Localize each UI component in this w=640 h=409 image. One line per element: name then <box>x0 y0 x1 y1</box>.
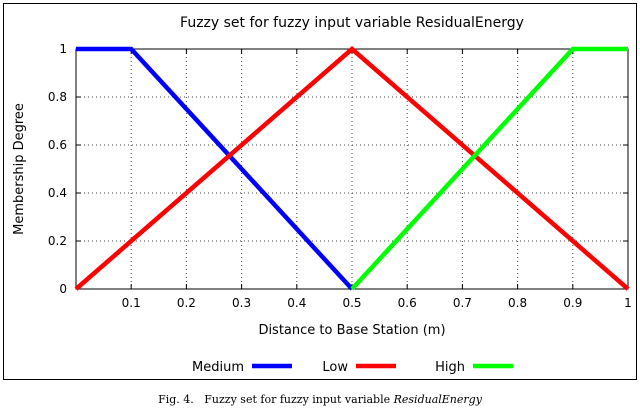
x-tick-label: 1 <box>624 296 632 310</box>
y-tick-label: 1 <box>59 42 67 56</box>
figure-frame <box>3 3 637 380</box>
y-axis-label: Membership Degree <box>12 103 27 235</box>
y-tick-label: 0.4 <box>48 186 67 200</box>
x-tick-label: 0.7 <box>453 296 472 310</box>
caption-variable: ResidualEnergy <box>393 393 482 406</box>
x-axis-label: Distance to Base Station (m) <box>258 323 445 338</box>
series-lines <box>74 46 630 291</box>
x-tick-label: 0.9 <box>563 296 582 310</box>
y-tick-label: 0.8 <box>48 90 67 104</box>
x-tick-label: 0.5 <box>342 296 361 310</box>
y-tick-label: 0.2 <box>48 234 67 248</box>
series-line-low <box>74 46 630 291</box>
chart: Fuzzy set for fuzzy input variable Resid… <box>12 15 632 375</box>
x-tick-label: 0.4 <box>287 296 306 310</box>
legend-label-high: High <box>435 360 465 375</box>
y-tick-label: 0 <box>59 282 67 296</box>
y-tick-label: 0.6 <box>48 138 67 152</box>
x-tick-label: 0.6 <box>398 296 417 310</box>
axis-ticks: 0.1 0.2 0.3 0.4 0.5 0.6 0.7 0.8 0.9 1 0 0.2 0.4 0.6 0.… <box>48 42 632 310</box>
caption-prefix: Fig. 4. <box>158 393 194 406</box>
x-tick-label: 0.1 <box>122 296 141 310</box>
legend: Medium Low High <box>192 360 513 375</box>
legend-label-medium: Medium <box>192 360 244 375</box>
grid <box>76 49 628 289</box>
series-line-medium <box>76 46 354 291</box>
x-tick-label: 0.3 <box>232 296 251 310</box>
caption-text: Fuzzy set for fuzzy input variable <box>204 393 391 406</box>
x-tick-label: 0.2 <box>177 296 196 310</box>
x-tick-label: 0.8 <box>508 296 527 310</box>
series-line-high <box>350 46 628 291</box>
legend-label-low: Low <box>322 360 348 375</box>
chart-title: Fuzzy set for fuzzy input variable Resid… <box>180 15 524 31</box>
figure-caption: Fig. 4. Fuzzy set for fuzzy input variab… <box>0 393 640 406</box>
